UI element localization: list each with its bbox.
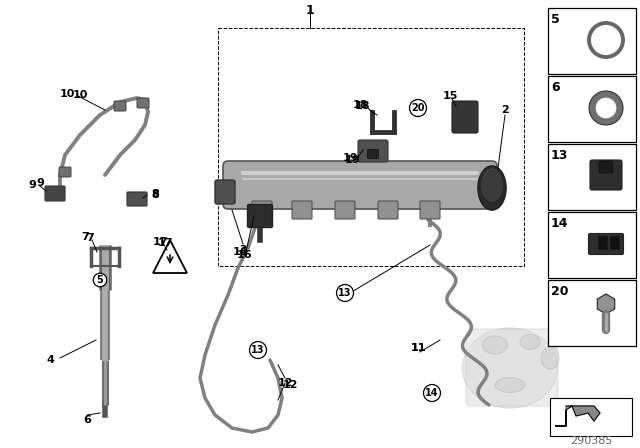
Text: 12: 12	[277, 378, 292, 388]
Text: 13: 13	[252, 345, 265, 355]
FancyBboxPatch shape	[590, 160, 622, 190]
Text: 3: 3	[239, 245, 247, 255]
Ellipse shape	[482, 169, 502, 201]
Bar	[548, 8, 636, 74]
FancyBboxPatch shape	[114, 101, 126, 111]
Text: 14: 14	[425, 388, 439, 398]
Text: 2: 2	[501, 105, 509, 115]
FancyBboxPatch shape	[127, 192, 147, 206]
Text: 12: 12	[282, 380, 298, 390]
Text: 19: 19	[344, 155, 360, 165]
FancyBboxPatch shape	[452, 101, 478, 133]
Text: 17: 17	[157, 238, 173, 248]
FancyBboxPatch shape	[292, 201, 312, 219]
Ellipse shape	[520, 335, 540, 349]
Polygon shape	[597, 294, 614, 314]
Text: 19: 19	[342, 153, 358, 163]
Bar	[548, 144, 636, 210]
Text: 5: 5	[551, 13, 560, 26]
FancyBboxPatch shape	[589, 233, 623, 254]
Text: 6: 6	[551, 81, 559, 94]
Bar	[548, 280, 636, 346]
FancyBboxPatch shape	[598, 237, 607, 250]
FancyBboxPatch shape	[223, 161, 497, 209]
Text: 9: 9	[36, 178, 44, 188]
FancyBboxPatch shape	[59, 167, 71, 177]
Text: 16: 16	[232, 247, 248, 257]
Ellipse shape	[463, 328, 557, 408]
Text: 7: 7	[86, 233, 94, 243]
Text: 10: 10	[72, 90, 88, 100]
FancyBboxPatch shape	[378, 201, 398, 219]
Text: 15: 15	[442, 91, 458, 101]
Text: 10: 10	[60, 89, 75, 99]
FancyBboxPatch shape	[335, 201, 355, 219]
Text: 9: 9	[28, 180, 36, 190]
Text: 18: 18	[355, 101, 370, 111]
Polygon shape	[153, 240, 187, 273]
Text: 20: 20	[551, 285, 568, 298]
FancyBboxPatch shape	[611, 237, 620, 250]
FancyBboxPatch shape	[367, 150, 378, 159]
Ellipse shape	[483, 336, 508, 354]
Text: 7: 7	[81, 232, 89, 242]
FancyBboxPatch shape	[599, 161, 613, 173]
Text: 17: 17	[152, 237, 168, 247]
Bar	[548, 76, 636, 142]
Text: 290385: 290385	[570, 436, 612, 446]
Text: 16: 16	[237, 250, 253, 260]
Text: 18: 18	[352, 100, 368, 110]
Text: 5: 5	[97, 275, 104, 285]
Text: 11: 11	[410, 343, 426, 353]
Text: 8: 8	[151, 190, 159, 200]
Bar	[550, 398, 632, 436]
FancyBboxPatch shape	[248, 204, 273, 228]
Circle shape	[589, 91, 623, 125]
Text: 6: 6	[83, 415, 91, 425]
Text: 14: 14	[551, 217, 568, 230]
Ellipse shape	[495, 378, 525, 392]
FancyBboxPatch shape	[45, 186, 65, 201]
Bar	[548, 212, 636, 278]
Ellipse shape	[478, 166, 506, 210]
Text: 20: 20	[412, 103, 425, 113]
FancyBboxPatch shape	[137, 98, 149, 108]
FancyBboxPatch shape	[358, 140, 388, 162]
Circle shape	[596, 98, 616, 118]
FancyBboxPatch shape	[215, 180, 235, 204]
FancyBboxPatch shape	[420, 201, 440, 219]
Text: 8: 8	[151, 189, 159, 199]
Bar	[218, 28, 524, 266]
Ellipse shape	[541, 347, 559, 369]
Text: 4: 4	[46, 355, 54, 365]
Text: 11: 11	[410, 343, 426, 353]
FancyBboxPatch shape	[466, 329, 558, 406]
Polygon shape	[566, 406, 600, 421]
Text: 13: 13	[339, 288, 352, 298]
FancyBboxPatch shape	[252, 201, 272, 219]
Text: 1: 1	[306, 4, 314, 17]
Text: 13: 13	[551, 149, 568, 162]
